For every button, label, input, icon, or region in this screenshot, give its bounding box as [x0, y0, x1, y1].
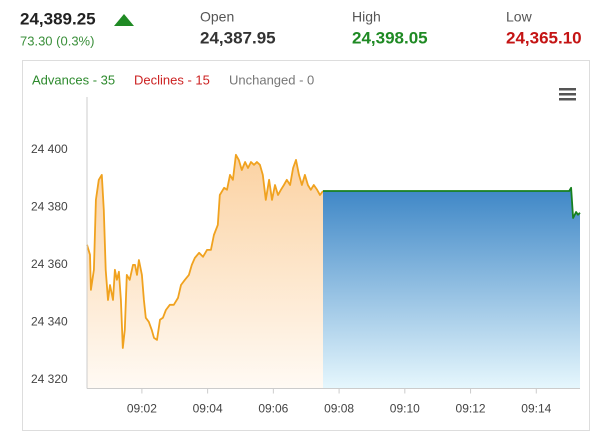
x-tick-label: 09:06	[258, 402, 288, 416]
legend-item: Declines - 15	[134, 72, 210, 87]
x-tick-label: 09:02	[127, 402, 157, 416]
x-tick-label: 09:08	[324, 402, 354, 416]
menu-button[interactable]	[559, 88, 576, 101]
legend-item: Advances - 35	[32, 72, 115, 87]
y-tick-label: 24 400	[31, 142, 68, 156]
area-fill	[323, 187, 580, 389]
x-tick-label: 09:04	[193, 402, 223, 416]
y-tick-label: 24 340	[31, 315, 68, 329]
legend-item: Unchanged - 0	[229, 72, 314, 87]
line	[323, 186, 581, 219]
x-tick-label: 09:12	[456, 402, 486, 416]
stat-value: 24,398.05	[352, 28, 428, 47]
up-arrow	[114, 14, 134, 26]
x-tick-label: 09:14	[521, 402, 551, 416]
stat-value: 24,387.95	[200, 28, 276, 47]
y-tick-label: 24 320	[31, 372, 68, 386]
y-tick-label: 24 360	[31, 257, 68, 271]
stat-label: Open	[200, 9, 234, 25]
line	[86, 153, 324, 349]
y-tick-label: 24 380	[31, 200, 68, 214]
stat-value: 24,365.10	[506, 28, 582, 47]
change: 73.30 (0.3%)	[20, 33, 94, 48]
stat-label: Low	[506, 9, 533, 25]
price: 24,389.25	[20, 9, 96, 28]
chart-frame	[22, 60, 590, 431]
stat-label: High	[352, 9, 381, 25]
x-tick-label: 09:10	[390, 402, 420, 416]
area-fill	[87, 154, 323, 389]
